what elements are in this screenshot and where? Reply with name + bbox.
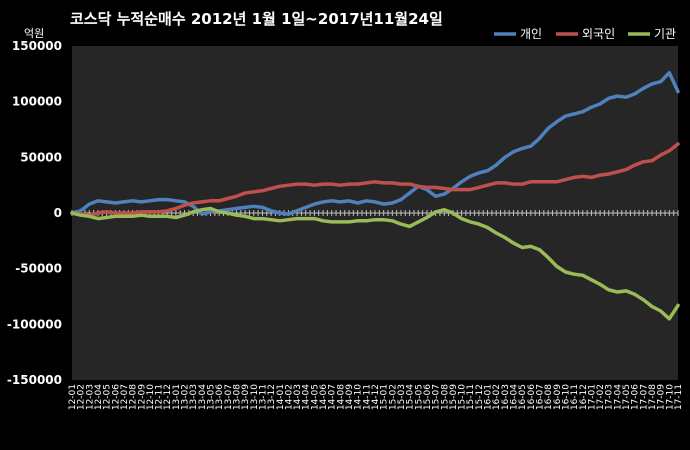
y-tick-label: -150000 xyxy=(7,373,62,387)
x-tick-label: 13-03 xyxy=(189,384,199,410)
x-tick-label: 17-05 xyxy=(622,384,632,410)
legend-label: 외국인 xyxy=(582,27,615,41)
x-tick-label: 16-02 xyxy=(492,384,502,410)
x-tick-label: 14-02 xyxy=(284,384,294,410)
x-tick-label: 14-09 xyxy=(345,384,355,410)
x-tick-label: 12-07 xyxy=(120,384,130,410)
x-tick-label: 13-08 xyxy=(232,384,242,410)
x-tick-label: 16-04 xyxy=(510,384,520,410)
y-tick-label: 100000 xyxy=(12,95,62,109)
x-tick-label: 13-12 xyxy=(267,384,277,410)
x-tick-label: 13-06 xyxy=(215,384,225,410)
x-tick-label: 17-02 xyxy=(596,384,606,410)
x-tick-label: 13-11 xyxy=(258,384,268,410)
y-tick-label: 150000 xyxy=(12,39,62,53)
x-tick-label: 14-07 xyxy=(328,384,338,410)
x-tick-label: 12-12 xyxy=(163,384,173,410)
x-tick-label: 15-08 xyxy=(440,384,450,410)
x-tick-label: 15-11 xyxy=(466,384,476,410)
x-tick-label: 12-05 xyxy=(103,384,113,410)
x-tick-label: 16-03 xyxy=(501,384,511,410)
x-tick-label: 15-05 xyxy=(414,384,424,410)
x-tick-label: 13-09 xyxy=(241,384,251,410)
legend-label: 기관 xyxy=(654,27,676,41)
legend-label: 개인 xyxy=(520,27,542,41)
x-tick-label: 13-10 xyxy=(250,384,260,410)
series-line xyxy=(70,70,680,216)
x-tick-label: 14-05 xyxy=(310,384,320,410)
x-tick-label: 15-07 xyxy=(432,384,442,410)
y-tick-label: 0 xyxy=(54,206,62,220)
x-tick-label: 12-04 xyxy=(94,384,104,410)
x-tick-label: 16-01 xyxy=(484,384,494,410)
x-tick-label: 13-01 xyxy=(172,384,182,410)
x-tick-label: 14-12 xyxy=(371,384,381,410)
x-tick-label: 16-06 xyxy=(527,384,537,410)
x-tick-label: 16-08 xyxy=(544,384,554,410)
x-tick-label: 12-09 xyxy=(137,384,147,410)
x-tick-label: 17-06 xyxy=(631,384,641,410)
x-tick-label: 12-11 xyxy=(155,384,165,410)
chart-title: 코스닥 누적순매수 2012년 1월 1일~2017년11월24일 xyxy=(70,10,443,28)
x-tick-label: 14-04 xyxy=(302,384,312,410)
x-tick-label: 17-01 xyxy=(587,384,597,410)
x-tick-label: 15-03 xyxy=(397,384,407,410)
x-tick-label: 12-06 xyxy=(111,384,121,410)
y-tick-label: -100000 xyxy=(7,317,62,331)
x-tick-label: 13-07 xyxy=(224,384,234,410)
y-tick-label: 50000 xyxy=(20,150,62,164)
x-tick-label: 12-10 xyxy=(146,384,156,410)
y-axis-ticks: 150000 100000 50000 0 -50000 -100000 -150000 xyxy=(7,39,62,387)
x-tick-label: 14-01 xyxy=(276,384,286,410)
x-tick-label: 17-11 xyxy=(674,384,684,410)
x-tick-label: 16-10 xyxy=(561,384,571,410)
x-tick-label: 12-03 xyxy=(85,384,95,410)
y-unit-label: 억원 xyxy=(24,27,44,40)
x-tick-label: 15-09 xyxy=(449,384,459,410)
x-tick-label: 14-08 xyxy=(336,384,346,410)
x-tick-label: 15-06 xyxy=(423,384,433,410)
x-tick-label: 17-08 xyxy=(648,384,658,410)
x-tick-label: 16-11 xyxy=(570,384,580,410)
x-tick-label: 15-01 xyxy=(380,384,390,410)
x-tick-label: 17-03 xyxy=(605,384,615,410)
x-tick-label: 15-12 xyxy=(475,384,485,410)
x-tick-label: 12-02 xyxy=(77,384,87,410)
x-tick-label: 17-04 xyxy=(613,384,623,410)
series-line xyxy=(70,142,680,217)
x-tick-label: 14-11 xyxy=(362,384,372,410)
x-tick-label: 14-10 xyxy=(354,384,364,410)
x-tick-label: 14-03 xyxy=(293,384,303,410)
x-tick-label: 17-07 xyxy=(639,384,649,410)
x-axis: 12-0112-0212-0312-0412-0512-0612-0712-08… xyxy=(68,210,684,410)
x-tick-label: 12-01 xyxy=(68,384,78,410)
x-tick-label: 17-10 xyxy=(665,384,675,410)
y-tick-label: -50000 xyxy=(15,262,62,276)
x-tick-label: 14-06 xyxy=(319,384,329,410)
x-tick-label: 16-09 xyxy=(553,384,563,410)
x-tick-label: 16-12 xyxy=(579,384,589,410)
x-tick-label: 15-04 xyxy=(406,384,416,410)
series-lines xyxy=(70,70,680,321)
x-tick-label: 12-08 xyxy=(129,384,139,410)
x-tick-label: 17-09 xyxy=(657,384,667,410)
x-tick-label: 13-05 xyxy=(207,384,217,410)
legend: 개인 외국인 기관 xyxy=(494,27,676,41)
x-tick-label: 15-02 xyxy=(388,384,398,410)
x-tick-label: 16-07 xyxy=(535,384,545,410)
x-tick-label: 13-04 xyxy=(198,384,208,410)
x-tick-label: 13-02 xyxy=(181,384,191,410)
series-line xyxy=(70,206,680,321)
x-tick-label: 16-05 xyxy=(518,384,528,410)
x-tick-label: 15-10 xyxy=(458,384,468,410)
